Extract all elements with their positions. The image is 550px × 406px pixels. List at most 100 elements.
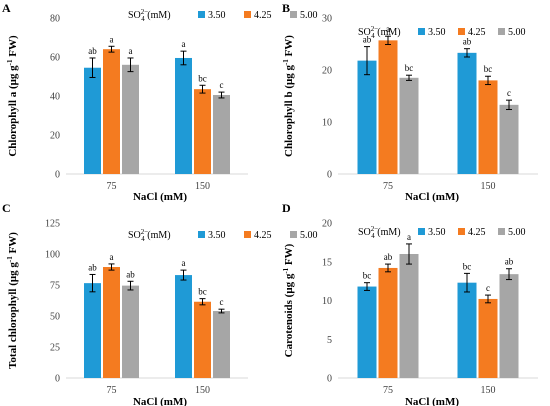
legend-label: 5.00: [508, 227, 526, 238]
legend-prefix: SO: [128, 10, 141, 21]
legend-prefix: SO: [358, 27, 371, 38]
significance-letter: a: [182, 258, 186, 268]
x-tick-label: 75: [107, 181, 117, 192]
significance-letter: bc: [363, 271, 372, 281]
y-axis-label-sup: -1: [282, 59, 290, 65]
bar-5-00: [213, 95, 230, 174]
legend-title: SO2− 4 (mM): [128, 228, 171, 243]
significance-letter: ab: [88, 262, 97, 272]
panel-letter: A: [2, 1, 11, 15]
bar-5-00: [213, 311, 230, 378]
significance-letter: bc: [405, 63, 414, 73]
legend-unit: (mM): [375, 227, 401, 238]
y-axis-label-sup: -1: [6, 256, 14, 262]
bar-3-50: [357, 286, 377, 378]
legend-sub: 4: [371, 32, 375, 40]
y-tick-label: 0: [327, 374, 332, 385]
legend-sup: 2−: [371, 25, 379, 33]
panel-c: C 0 25 50 75 100 125 Total chlorophyll (μg g-1 …: [2, 201, 318, 406]
panel-letter: B: [282, 1, 290, 15]
x-axis-label: NaCl (mM): [133, 396, 187, 406]
y-tick-label: 40: [50, 92, 60, 103]
y-axis-label: Carotenoids (μg g-1 FW): [282, 243, 295, 357]
y-axis-label-main: Total chlorophyll (μg g: [7, 262, 19, 369]
y-tick-label: 20: [322, 219, 332, 230]
significance-letter: bc: [463, 261, 472, 271]
legend-swatch: [290, 231, 297, 238]
y-tick-label: 30: [322, 14, 332, 25]
bar-5-00: [122, 285, 139, 378]
significance-letter: bc: [484, 64, 493, 74]
legend-unit: (mM): [145, 10, 171, 21]
x-tick-label: 75: [383, 181, 393, 192]
significance-letter: a: [129, 46, 133, 56]
y-axis-label-main: Carotenoids (μg g: [283, 273, 295, 357]
y-axis-label: Total chlorophyll (μg g-1 FW): [6, 232, 19, 369]
y-axis-label-sup: -1: [6, 59, 14, 65]
legend-label: 3.50: [428, 227, 446, 238]
x-tick-label: 150: [481, 385, 496, 396]
legend-swatch: [418, 28, 425, 35]
y-axis-label-tail: FW): [283, 243, 295, 267]
bar-4-25: [478, 80, 498, 174]
y-tick-label: 15: [322, 257, 332, 268]
bar-3-50: [175, 57, 192, 174]
panel-d: D 0 5 10 15 20 Carotenoids (μg g-1 FW) NaCl (mM…: [282, 201, 538, 406]
legend-swatch: [498, 228, 505, 235]
y-tick-label: 0: [55, 170, 60, 181]
significance-letter: ab: [88, 46, 97, 56]
y-axis-label: Chlorophyll b (μg g-1 FW): [282, 35, 295, 157]
legend-label: 5.00: [300, 230, 318, 241]
x-axis-label: NaCl (mM): [405, 396, 459, 406]
y-tick-label: 20: [50, 131, 60, 142]
legend-unit: (mM): [375, 27, 401, 38]
legend-sup: 2−: [141, 228, 149, 236]
y-axis-label: Chlorophyll a (μg g-1 FW): [6, 35, 19, 157]
bar-3-50: [357, 60, 377, 174]
x-tick-label: 150: [481, 181, 496, 192]
significance-letter: c: [220, 80, 224, 90]
legend-sub: 4: [141, 15, 145, 23]
legend-title: SO2− 4 (mM): [358, 225, 401, 240]
significance-letter: c: [507, 88, 511, 98]
legend-swatch: [290, 11, 297, 18]
significance-letter: ab: [126, 269, 135, 279]
significance-letter: bc: [198, 73, 207, 83]
bar-4-25: [194, 301, 211, 378]
y-tick-label: 60: [50, 53, 60, 64]
y-axis-label-sup: -1: [282, 267, 290, 273]
significance-letter: ab: [505, 257, 514, 267]
bar-4-25: [378, 40, 398, 174]
legend-swatch: [498, 28, 505, 35]
legend-title: SO2− 4 (mM): [358, 25, 401, 40]
bar-4-25: [103, 267, 120, 378]
y-axis-label-tail: FW): [7, 35, 19, 59]
legend-label: 4.25: [254, 10, 272, 21]
panel-a: A 0 20 40 60 80 Chlorophyll a (μg g-1 FW) NaCl …: [2, 1, 318, 203]
y-tick-label: 50: [50, 312, 60, 323]
legend-swatch: [244, 231, 251, 238]
legend-sup: 2−: [141, 8, 149, 16]
legend-sub: 4: [141, 235, 145, 243]
legend-sup: 2−: [371, 225, 379, 233]
legend-unit: (mM): [145, 230, 171, 241]
bar-5-00: [399, 254, 419, 378]
bar-4-25: [194, 89, 211, 174]
bar-4-25: [378, 267, 398, 378]
bar-3-50: [457, 282, 477, 378]
y-tick-label: 0: [327, 170, 332, 181]
legend-swatch: [418, 228, 425, 235]
x-tick-label: 75: [383, 385, 393, 396]
bar-4-25: [478, 298, 498, 378]
legend-title: SO2− 4 (mM): [128, 8, 171, 23]
x-tick-label: 150: [195, 385, 210, 396]
x-axis-label: NaCl (mM): [133, 191, 187, 203]
significance-letter: a: [407, 232, 411, 242]
y-tick-label: 80: [50, 14, 60, 25]
bar-4-25: [103, 49, 120, 175]
y-tick-label: 20: [322, 66, 332, 77]
y-axis-label-tail: FW): [7, 232, 19, 256]
significance-letter: ab: [463, 37, 472, 47]
bar-3-50: [84, 283, 101, 378]
